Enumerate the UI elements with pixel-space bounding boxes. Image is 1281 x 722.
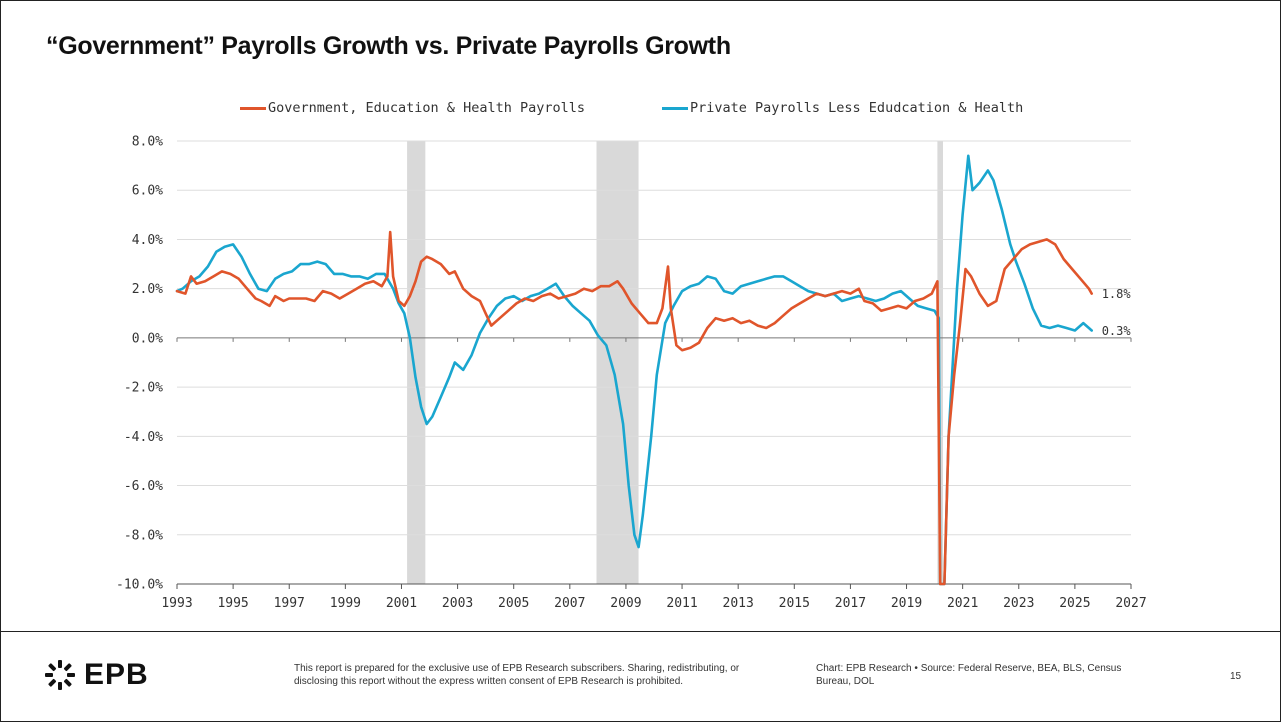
footer-divider — [0, 631, 1281, 632]
x-tick-label-1: 1995 — [217, 596, 248, 611]
chart-legend: Government, Education & Health Payrolls … — [0, 100, 1281, 120]
y-tick-label-0: -10.0% — [116, 578, 163, 593]
x-tick-label-10: 2013 — [723, 596, 754, 611]
x-tick-label-5: 2003 — [442, 596, 473, 611]
series-end-label-1: 0.3% — [1102, 324, 1132, 338]
x-tick-label-2: 1997 — [274, 596, 305, 611]
source-credit: Source: Federal Reserve, BEA, BLS, Censu… — [816, 663, 1122, 687]
x-tick-label-6: 2005 — [498, 596, 529, 611]
x-tick-label-16: 2025 — [1059, 596, 1090, 611]
x-tick-label-15: 2023 — [1003, 596, 1034, 611]
x-tick-label-11: 2015 — [779, 596, 810, 611]
footer-credits: Chart: EPB Research • Source: Federal Re… — [816, 663, 1156, 688]
page-number: 15 — [1230, 671, 1242, 682]
y-tick-label-3: -4.0% — [124, 430, 163, 445]
chart-title: “Government” Payrolls Growth vs. Private… — [46, 32, 731, 60]
y-tick-label-4: -2.0% — [124, 381, 163, 396]
x-tick-label-13: 2019 — [891, 596, 922, 611]
y-tick-label-2: -6.0% — [124, 479, 163, 494]
y-tick-label-7: 4.0% — [132, 233, 163, 248]
x-tick-label-0: 1993 — [161, 596, 192, 611]
recession-band-0 — [407, 141, 426, 584]
legend-swatch-private — [662, 106, 688, 110]
credit-separator: • — [914, 663, 918, 674]
footer-disclaimer: This report is prepared for the exclusiv… — [294, 663, 740, 687]
x-tick-label-14: 2021 — [947, 596, 978, 611]
y-tick-label-1: -8.0% — [124, 528, 163, 543]
x-tick-label-4: 2001 — [386, 596, 417, 611]
epb-logo-text: EPB — [84, 658, 149, 691]
x-tick-label-7: 2007 — [554, 596, 585, 611]
y-tick-label-6: 2.0% — [132, 282, 163, 297]
y-tick-label-9: 8.0% — [132, 135, 163, 150]
x-tick-label-17: 2027 — [1115, 596, 1146, 611]
legend-label-government: Government, Education & Health Payrolls — [268, 100, 585, 116]
x-tick-label-12: 2017 — [835, 596, 866, 611]
legend-item-private: Private Payrolls Less Edudcation & Healt… — [662, 100, 1023, 116]
x-tick-label-8: 2009 — [610, 596, 641, 611]
y-tick-label-5: 0.0% — [132, 331, 163, 346]
epb-logo: EPB — [44, 658, 149, 691]
series-end-label-0: 1.8% — [1102, 287, 1132, 301]
epb-logo-icon — [45, 660, 75, 690]
legend-swatch-government — [240, 106, 266, 110]
line-chart: -10.0% -8.0% -6.0% -4.0% -2.0% 0.0% 2.0% 4.0% 6.… — [116, 135, 1147, 612]
legend-item-government: Government, Education & Health Payrolls — [240, 100, 585, 116]
x-tick-label-3: 1999 — [330, 596, 361, 611]
series-line-0 — [175, 230, 1093, 586]
chart-credit: Chart: EPB Research — [816, 663, 912, 674]
legend-label-private: Private Payrolls Less Edudcation & Healt… — [690, 100, 1024, 116]
y-tick-label-8: 6.0% — [132, 184, 163, 199]
x-tick-label-9: 2011 — [666, 596, 697, 611]
